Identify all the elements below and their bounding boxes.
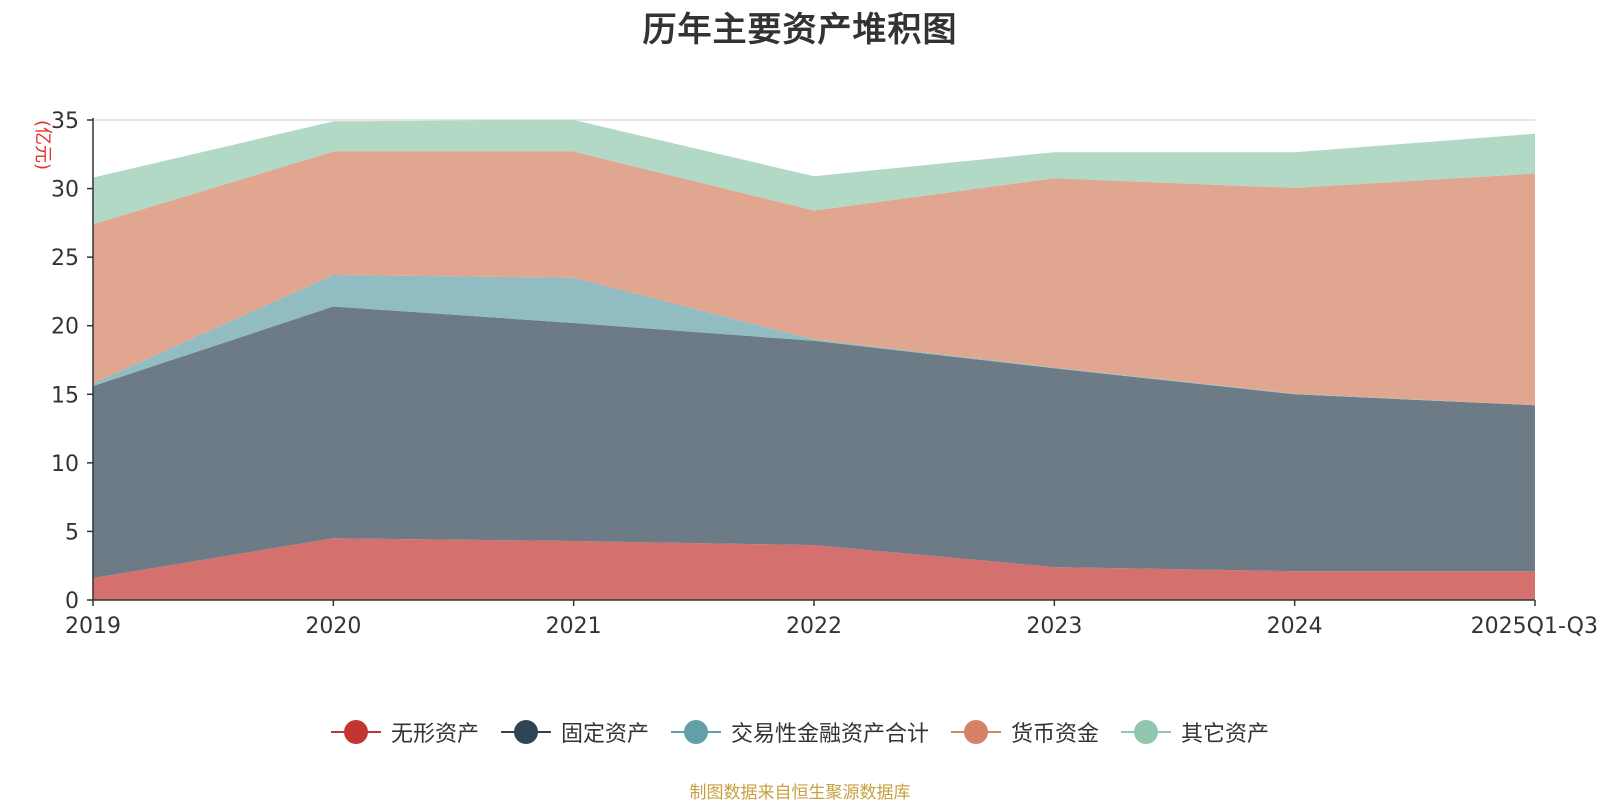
y-axis-unit-label: (亿元): [32, 120, 53, 170]
axis-layer: 0 5 10 15 20 25 30 35 2019 2020 2021 2022 2023 2024 20…: [51, 109, 1598, 639]
y-tick-label: 30: [51, 178, 79, 203]
legend-label: 其它资产: [1181, 722, 1270, 747]
x-tick-label: 2023: [1026, 614, 1082, 639]
legend: 无形资产 固定资产 交易性金融资产合计 货币资金 其它资产: [0, 716, 1600, 748]
area-series-2[interactable]: [93, 306, 1535, 579]
legend-label: 无形资产: [390, 722, 479, 747]
legend-item-5[interactable]: 其它资产: [1121, 716, 1269, 748]
legend-item-3[interactable]: 交易性金融资产合计: [670, 716, 929, 748]
area-layer: [93, 120, 1535, 600]
legend-label: 固定资产: [560, 722, 649, 747]
chart-title: 历年主要资产堆积图: [642, 10, 958, 50]
x-tick-label: 2019: [65, 614, 121, 639]
legend-label: 货币资金: [1011, 722, 1100, 747]
area-series-4[interactable]: [93, 151, 1535, 406]
x-tick-label: 2025Q1-Q3: [1471, 614, 1598, 639]
y-tick-label: 20: [51, 315, 79, 340]
y-tick-label: 0: [65, 589, 79, 614]
area-series-3[interactable]: [93, 274, 1535, 406]
area-series-1[interactable]: [93, 538, 1535, 600]
legend-item-4[interactable]: 货币资金: [951, 716, 1099, 748]
x-tick-label: 2024: [1267, 614, 1323, 639]
legend-marker-icon: [500, 720, 551, 744]
y-tick-label: 5: [65, 520, 79, 545]
legend-label: 交易性金融资产合计: [730, 722, 929, 747]
legend-marker-icon: [670, 720, 721, 744]
x-tick-label: 2020: [305, 614, 361, 639]
chart-plot: 0 5 10 15 20 25 30 35 2019 2020 2021 2022 2023 2024 20…: [32, 109, 1598, 639]
area-series-5[interactable]: [93, 120, 1535, 225]
data-source-note: 制图数据来自恒生聚源数据库: [689, 783, 911, 800]
y-tick-label: 35: [51, 109, 79, 134]
legend-marker-icon: [951, 720, 1001, 744]
legend-item-2[interactable]: 固定资产: [500, 716, 649, 748]
legend-item-1[interactable]: 无形资产: [330, 716, 479, 748]
y-tick-label: 15: [51, 383, 79, 408]
legend-marker-icon: [1121, 720, 1172, 744]
legend-marker-icon: [330, 720, 381, 744]
y-tick-label: 10: [51, 452, 79, 477]
y-tick-label: 25: [51, 246, 79, 271]
x-tick-label: 2022: [786, 614, 842, 639]
x-tick-label: 2021: [546, 614, 602, 639]
